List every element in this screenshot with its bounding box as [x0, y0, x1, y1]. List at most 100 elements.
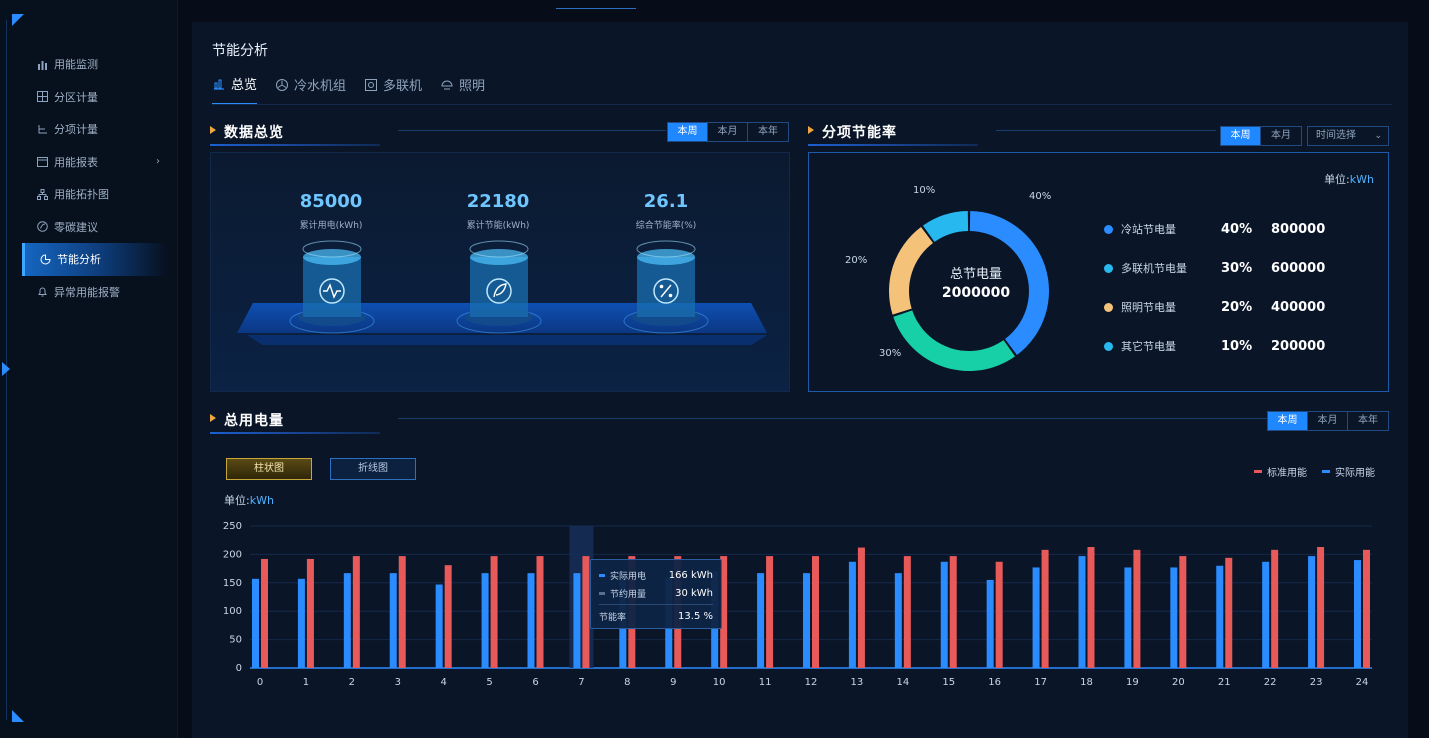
sidebar-item-zone-meter[interactable]: 分区计量	[22, 81, 168, 114]
bar-standard[interactable]	[1363, 549, 1370, 668]
bar-standard[interactable]	[812, 556, 819, 668]
tab-chiller[interactable]: 冷水机组	[275, 74, 346, 105]
slice-label-multisplit: 30%	[879, 348, 902, 359]
bar-actual[interactable]	[573, 573, 581, 668]
bar-standard[interactable]	[352, 556, 360, 668]
period-month-button[interactable]: 本月	[708, 123, 748, 141]
legend-multisplit: 多联机节电量 30% 600000	[1104, 260, 1325, 276]
sidebar-item-abnormal-alarm[interactable]: 异常用能报警	[22, 276, 168, 309]
bar-standard[interactable]	[444, 565, 452, 668]
bar-standard[interactable]	[1271, 549, 1279, 668]
sidebar-item-energy-report[interactable]: 用能报表 ›	[22, 146, 168, 179]
bar-standard[interactable]	[1087, 547, 1095, 668]
bar-actual[interactable]	[894, 573, 902, 668]
x-tick-label: 13	[851, 677, 864, 688]
bar-standard[interactable]	[1041, 549, 1049, 668]
tab-lighting[interactable]: 照明	[440, 74, 485, 105]
period-year-button[interactable]: 本年	[1358, 415, 1378, 426]
bar-standard[interactable]	[857, 547, 865, 668]
bar-actual[interactable]	[1078, 556, 1086, 668]
bar-chart-toggle[interactable]: 柱状图	[226, 458, 312, 480]
bar-actual[interactable]	[1262, 561, 1270, 668]
topology-icon	[36, 188, 48, 200]
corner-decoration-icon	[12, 710, 24, 722]
bar-actual[interactable]	[435, 584, 443, 668]
bar-standard[interactable]	[398, 556, 406, 668]
bar-actual[interactable]	[389, 573, 397, 668]
bar-actual[interactable]	[1170, 567, 1178, 668]
bar-actual[interactable]	[848, 561, 856, 668]
donut-center-value: 2000000	[941, 285, 1011, 301]
fan-icon	[276, 78, 289, 91]
bar-actual[interactable]	[1216, 565, 1224, 668]
legend-cooling: 冷站节电量 40% 800000	[1104, 221, 1325, 237]
legend-swatch	[1322, 470, 1330, 473]
bar-standard[interactable]	[490, 556, 498, 668]
bar-actual[interactable]	[1032, 567, 1040, 668]
x-tick-label: 21	[1218, 677, 1231, 688]
legend-pct: 40%	[1221, 221, 1253, 237]
bar-standard[interactable]	[1225, 557, 1233, 668]
bar-standard[interactable]	[582, 556, 590, 668]
chevron-down-icon: ⌄	[1374, 131, 1382, 141]
bar-actual[interactable]	[527, 573, 535, 668]
bar-actual[interactable]	[252, 578, 259, 668]
time-select[interactable]: 时间选择 ⌄	[1307, 126, 1389, 146]
bar-standard[interactable]	[903, 556, 911, 668]
lamp-icon	[441, 80, 453, 89]
period-week-button[interactable]: 本周	[1268, 412, 1308, 430]
sidebar-item-label: 分区计量	[54, 90, 98, 104]
tooltip-value: 30 kWh	[675, 587, 713, 599]
section-underline	[210, 144, 380, 146]
tab-multi-split[interactable]: 多联机	[364, 74, 422, 105]
sidebar-item-zero-carbon[interactable]: 零碳建议	[22, 211, 168, 244]
line-chart-toggle[interactable]: 折线图	[330, 458, 416, 480]
unit-label: 单位:	[1324, 173, 1350, 186]
bar-standard[interactable]	[261, 558, 268, 668]
stat-label: 累计节能(kWh)	[466, 221, 530, 231]
bar-actual[interactable]	[343, 573, 351, 668]
bar-actual[interactable]	[1124, 567, 1132, 668]
bar-actual[interactable]	[803, 573, 810, 668]
collapse-arrow-icon[interactable]	[2, 362, 10, 376]
x-tick-label: 12	[805, 677, 818, 688]
sidebar-item-item-meter[interactable]: 分项计量	[22, 113, 168, 146]
period-month-button[interactable]: 本月	[1271, 130, 1291, 141]
bar-actual[interactable]	[757, 573, 765, 668]
bar-standard[interactable]	[995, 561, 1003, 668]
bar-actual[interactable]	[940, 561, 948, 668]
stat-label: 累计用电(kWh)	[299, 221, 363, 231]
period-week-button[interactable]: 本周	[668, 123, 708, 141]
x-tick-label: 24	[1356, 677, 1369, 688]
legend-name: 多联机节电量	[1121, 262, 1187, 275]
bar-standard[interactable]	[536, 556, 544, 668]
bar-actual[interactable]	[1308, 556, 1316, 668]
y-tick-label: 250	[223, 521, 242, 532]
bar-actual[interactable]	[297, 578, 305, 668]
bar-standard[interactable]	[1317, 547, 1325, 668]
sidebar-item-energy-monitor[interactable]: 用能监测	[22, 48, 168, 81]
bar-standard[interactable]	[720, 556, 728, 668]
page-title: 节能分析	[212, 43, 268, 59]
sidebar-item-topology[interactable]: 用能拓扑图	[22, 178, 168, 211]
bar-standard[interactable]	[766, 556, 774, 668]
period-year-button[interactable]: 本年	[758, 126, 778, 137]
period-month-button[interactable]: 本月	[1308, 412, 1348, 430]
bar-standard[interactable]	[306, 558, 314, 668]
bar-actual[interactable]	[1354, 560, 1361, 668]
bar-standard[interactable]	[1133, 549, 1141, 668]
sidebar-item-energy-analysis[interactable]: 节能分析	[22, 243, 168, 276]
legend-value: 800000	[1271, 221, 1326, 237]
bar-standard[interactable]	[949, 556, 957, 668]
section-arrow-icon	[210, 126, 216, 134]
x-tick-label: 18	[1080, 677, 1093, 688]
legend-dot	[1104, 224, 1113, 234]
x-tick-label: 11	[759, 677, 772, 688]
bar-actual[interactable]	[481, 573, 489, 668]
period-week-button[interactable]: 本周	[1221, 127, 1261, 145]
tab-overview[interactable]: 总览	[212, 74, 258, 105]
bar-actual[interactable]	[986, 579, 994, 668]
chevron-right-icon: ›	[156, 156, 160, 168]
stat-value: 26.1	[643, 191, 689, 212]
bar-standard[interactable]	[1179, 556, 1187, 668]
